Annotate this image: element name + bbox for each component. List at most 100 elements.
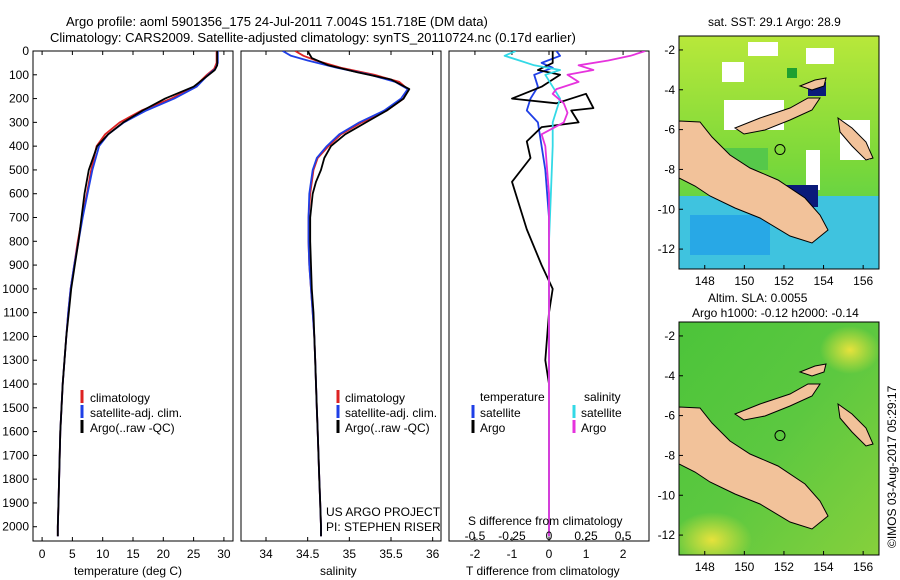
s-tick-label: 0 bbox=[546, 529, 553, 543]
series-argo-raw-qc- bbox=[306, 51, 411, 537]
legend-label-argo: Argo(..raw -QC) bbox=[345, 421, 430, 435]
legend-label-satellite: satellite-adj. clim. bbox=[90, 406, 182, 420]
s-tick-label: -0.5 bbox=[465, 529, 486, 543]
salinity-profiles bbox=[282, 51, 411, 537]
x-tick-label: 20 bbox=[157, 547, 171, 561]
temperature-axes-box bbox=[32, 50, 234, 542]
map-y-tick-label: -2 bbox=[664, 329, 675, 343]
map-y-tick-label: -4 bbox=[664, 83, 675, 97]
legend-label-temp-argo: Argo bbox=[480, 421, 506, 435]
map-x-tick-label: 150 bbox=[734, 560, 754, 574]
sla-high-spot bbox=[679, 512, 752, 555]
s-tick-label: 0.25 bbox=[574, 529, 598, 543]
salinity-x-axis: 34 34.5 35 35.5 36 bbox=[259, 51, 440, 561]
new-ireland-land bbox=[798, 363, 827, 377]
y-tick-label: 600 bbox=[9, 187, 29, 201]
y-tick-label: 1600 bbox=[2, 425, 29, 439]
project-annotation: US ARGO PROJECT bbox=[326, 505, 441, 519]
y-tick-label: 1700 bbox=[2, 448, 29, 462]
sst-map-panel: sat. SST: 29.1 Argo: 28.9 148 150 152 154 15… bbox=[658, 15, 880, 288]
x-tick-label: 34 bbox=[259, 547, 273, 561]
sla-map-subtitle: Argo h1000: -0.12 h2000: -0.14 bbox=[692, 306, 859, 320]
s-difference-ticks: -0.5 -0.25 0 0.25 0.5 bbox=[465, 529, 632, 543]
temperature-profiles bbox=[56, 51, 219, 537]
y-tick-label: 100 bbox=[9, 68, 29, 82]
new-britain-land bbox=[733, 383, 821, 421]
legend-title-salinity: salinity bbox=[584, 390, 621, 404]
x-tick-label: -1 bbox=[507, 547, 518, 561]
sst-map-frame bbox=[678, 35, 880, 270]
new-guinea-land bbox=[679, 120, 829, 244]
map-x-tick-label: 156 bbox=[853, 274, 873, 288]
y-tick-label: 1800 bbox=[2, 472, 29, 486]
salinity-legend: climatology satellite-adj. clim. Argo(..… bbox=[336, 390, 437, 435]
y-tick-label: 900 bbox=[9, 258, 29, 272]
map-x-tick-label: 148 bbox=[695, 274, 715, 288]
legend-label-satellite: satellite-adj. clim. bbox=[345, 406, 437, 420]
salinity-xlabel: salinity bbox=[320, 564, 357, 578]
y-tick-label: 2000 bbox=[2, 520, 29, 534]
series-temperature-argo bbox=[511, 51, 595, 537]
map-x-tick-label: 152 bbox=[774, 560, 794, 574]
map-x-tick-label: 154 bbox=[814, 274, 834, 288]
sst-nodata bbox=[806, 150, 820, 190]
map-y-tick-label: -8 bbox=[664, 448, 675, 462]
imos-credit: ©IMOS 03-Aug-2017 05:29:17 bbox=[885, 385, 899, 548]
map-y-tick-label: -6 bbox=[664, 409, 675, 423]
map-y-tick-label: -12 bbox=[658, 242, 676, 256]
figure-title-line1: Argo profile: aoml 5901356_175 24-Jul-20… bbox=[66, 14, 488, 29]
map-y-tick-label: -12 bbox=[658, 528, 676, 542]
new-britain-land bbox=[733, 97, 821, 135]
legend-label-climatology: climatology bbox=[345, 391, 405, 405]
map-x-tick-label: 156 bbox=[853, 560, 873, 574]
y-tick-label: 400 bbox=[9, 139, 29, 153]
s-tick-label: 0.5 bbox=[615, 529, 632, 543]
y-tick-label: 1400 bbox=[2, 377, 29, 391]
sla-map-image bbox=[679, 322, 879, 555]
s-tick-label: -0.25 bbox=[498, 529, 526, 543]
legend-label-sal-satellite: satellite bbox=[581, 406, 622, 420]
sla-map-frame bbox=[678, 321, 880, 556]
temperature-panel: 0100200300400500600700800900100011001200… bbox=[2, 44, 234, 578]
new-ireland-land bbox=[798, 77, 827, 91]
sst-nodata bbox=[806, 48, 834, 64]
x-tick-label: 25 bbox=[187, 547, 201, 561]
legend-label-climatology: climatology bbox=[90, 391, 150, 405]
legend-title-temperature: temperature bbox=[480, 390, 545, 404]
map-y-tick-label: -6 bbox=[664, 123, 675, 137]
y-tick-label: 300 bbox=[9, 115, 29, 129]
depth-axis: 0 100 200 300 400 500 600 700 800 900 1000 1100 1200… bbox=[2, 44, 37, 534]
series-salinity-satellite bbox=[503, 51, 561, 537]
x-tick-label: 2 bbox=[620, 547, 627, 561]
temperature-xlabel: temperature (deg C) bbox=[74, 564, 182, 578]
series-argo-raw-qc- bbox=[56, 51, 219, 537]
solomon-land bbox=[837, 402, 874, 447]
figure-title-line2: Climatology: CARS2009. Satellite-adjuste… bbox=[50, 30, 576, 45]
map-x-tick-label: 148 bbox=[695, 560, 715, 574]
x-tick-label: 10 bbox=[96, 547, 110, 561]
y-tick-label: 700 bbox=[9, 211, 29, 225]
s-difference-label: S difference from climatology bbox=[468, 514, 623, 528]
sst-nodata bbox=[748, 42, 778, 56]
x-tick-label: 35.5 bbox=[379, 547, 403, 561]
map-y-tick-label: -10 bbox=[658, 488, 676, 502]
difference-xlabel: T difference from climatology bbox=[466, 564, 620, 578]
map-y-tick-label: -10 bbox=[658, 202, 676, 216]
y-tick-label: 800 bbox=[9, 234, 29, 248]
x-tick-label: 0 bbox=[546, 547, 553, 561]
map-x-tick-label: 154 bbox=[814, 560, 834, 574]
series-salinity-argo bbox=[540, 51, 646, 537]
y-tick-label: 0 bbox=[22, 44, 29, 58]
x-tick-label: 34.5 bbox=[296, 547, 320, 561]
y-tick-label: 1200 bbox=[2, 329, 29, 343]
sst-map-ticks: 148 150 152 154 156 -2 -4 -6 -8 -10 -12 bbox=[658, 43, 874, 288]
y-tick-label: 1300 bbox=[2, 353, 29, 367]
argo-location-marker bbox=[774, 144, 786, 156]
difference-panel: -2 -1 0 1 2 temperature salinity satellite A… bbox=[448, 50, 650, 578]
difference-profiles bbox=[503, 51, 646, 537]
new-guinea-land bbox=[679, 406, 829, 530]
x-tick-label: 5 bbox=[69, 547, 76, 561]
x-tick-label: 15 bbox=[126, 547, 140, 561]
sla-high-spot bbox=[820, 326, 879, 374]
map-x-tick-label: 150 bbox=[734, 274, 754, 288]
